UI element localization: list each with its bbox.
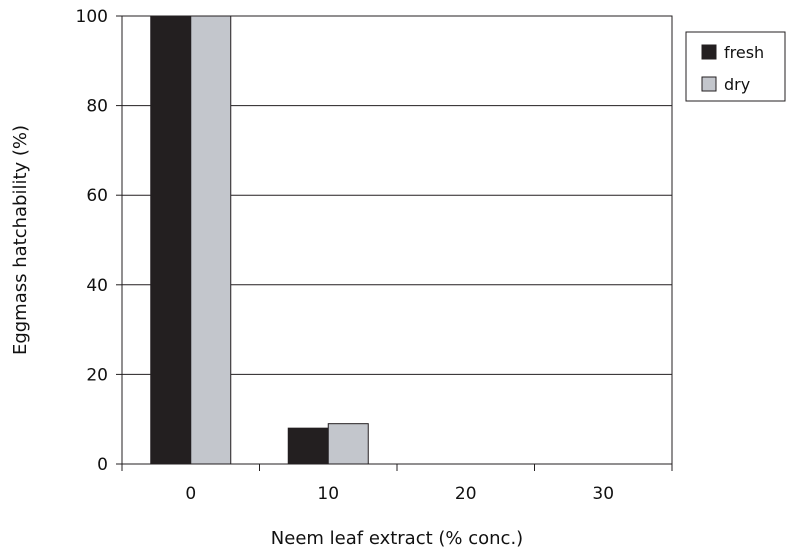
legend-swatch-fresh bbox=[702, 45, 716, 59]
y-tick-label-40: 40 bbox=[86, 276, 108, 296]
y-tick-label-0: 0 bbox=[97, 455, 108, 475]
y-axis-ticks: 0 20 40 60 80 100 bbox=[76, 7, 122, 475]
bar-dry-0 bbox=[191, 16, 231, 464]
y-tick-label-80: 80 bbox=[86, 97, 108, 117]
y-tick-label-100: 100 bbox=[76, 7, 108, 27]
x-tick-label-30: 30 bbox=[592, 484, 614, 504]
bar-fresh-0 bbox=[151, 16, 191, 464]
x-tick-label-10: 10 bbox=[317, 484, 339, 504]
y-axis-title: Eggmass hatchability (%) bbox=[10, 125, 31, 355]
legend-label-fresh: fresh bbox=[724, 43, 764, 62]
legend-label-dry: dry bbox=[724, 75, 750, 94]
x-axis-ticks: 0 10 20 30 bbox=[122, 464, 672, 504]
bar-fresh-10 bbox=[288, 428, 328, 464]
legend: fresh dry bbox=[686, 32, 785, 101]
x-axis-title: Neem leaf extract (% conc.) bbox=[271, 528, 523, 549]
x-tick-label-20: 20 bbox=[455, 484, 477, 504]
legend-swatch-dry bbox=[702, 77, 716, 91]
y-tick-label-20: 20 bbox=[86, 365, 108, 385]
x-tick-label-0: 0 bbox=[185, 484, 196, 504]
bar-dry-10 bbox=[328, 424, 368, 464]
y-tick-label-60: 60 bbox=[86, 186, 108, 206]
